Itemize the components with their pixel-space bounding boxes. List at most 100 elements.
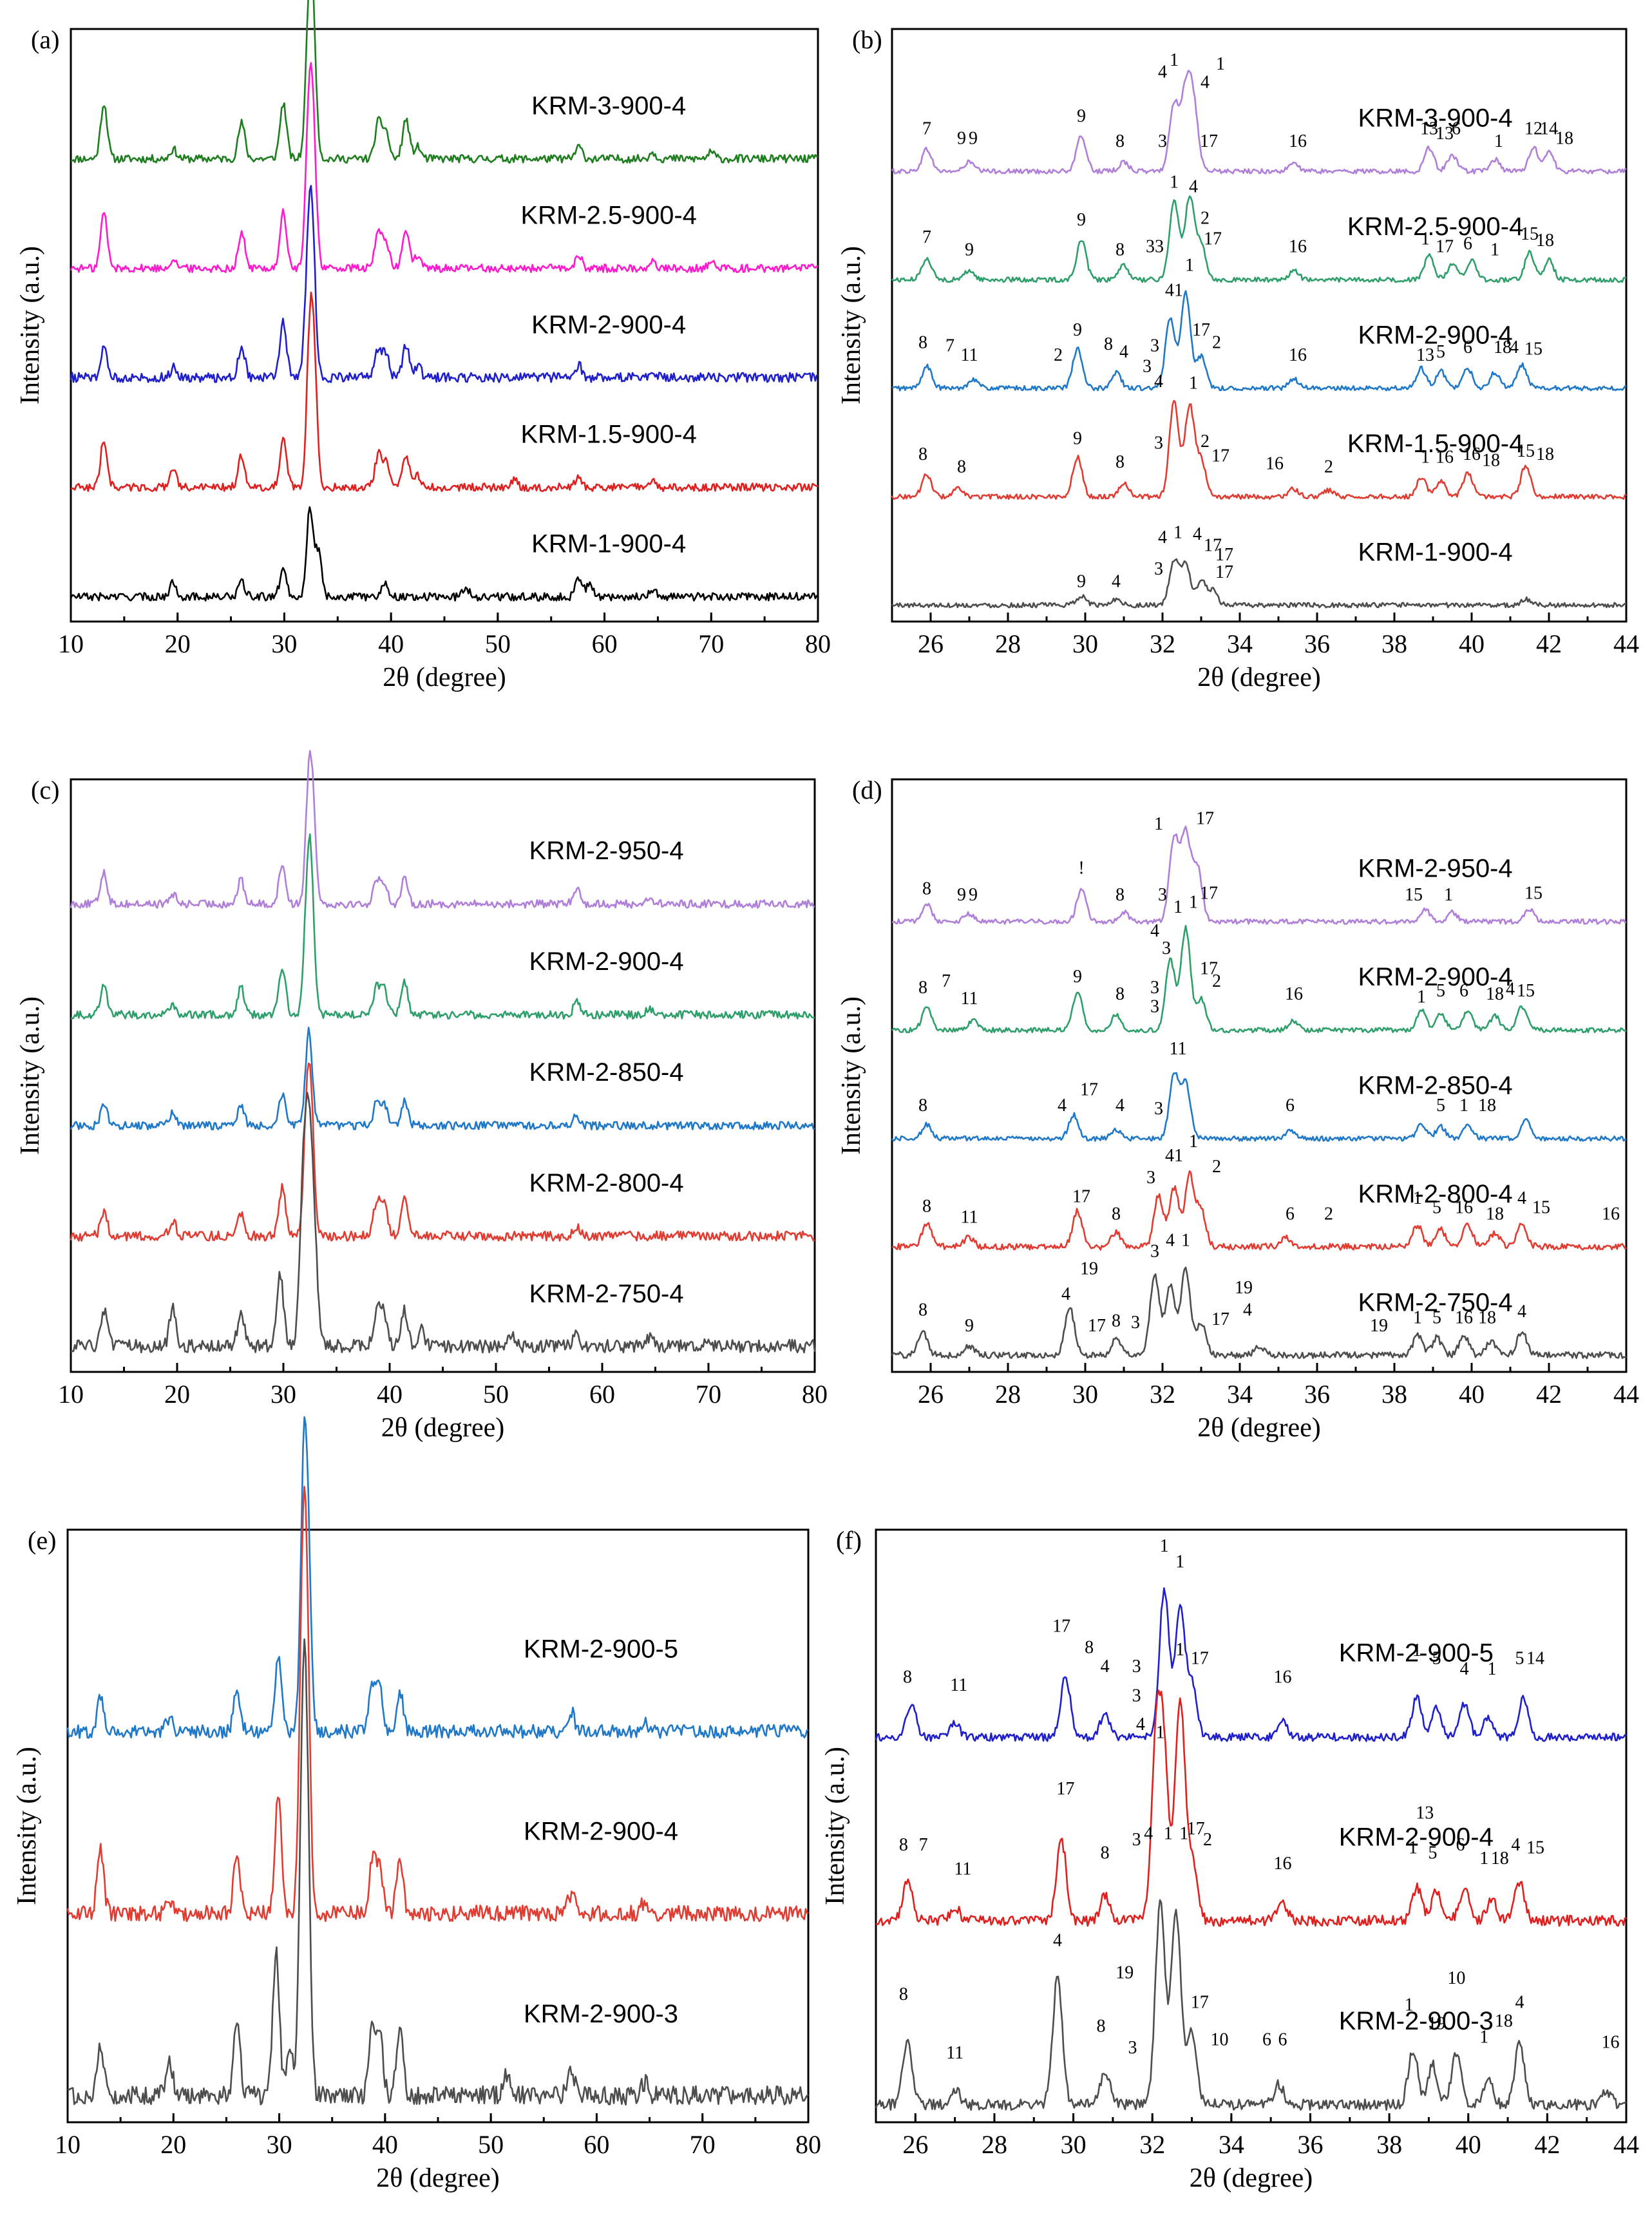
peak-index-label: 17 (1196, 808, 1214, 828)
series-line-KRM-2-900-4 (66, 1485, 809, 1923)
peak-index-label: 16 (1455, 1308, 1473, 1328)
peak-index-label: 15 (1526, 1838, 1544, 1858)
peak-index-label: 19 (1428, 2014, 1446, 2034)
series-line-KRM-2-800-4 (70, 1062, 815, 1242)
peak-index-label: 1 (1154, 814, 1163, 834)
peak-index-label: 3 (1132, 1830, 1141, 1850)
y-axis-label: Intensity (a.u.) (15, 996, 45, 1155)
peak-index-label: ! (1078, 858, 1084, 878)
x-tick-label: 36 (1297, 2130, 1323, 2159)
x-tick-label: 80 (795, 2130, 821, 2159)
series-label: KRM-2-950-4 (1358, 855, 1513, 883)
series-line-KRM-2-900-5 (66, 1416, 808, 1739)
x-tick-label: 30 (267, 2130, 292, 2159)
x-tick-label: 42 (1536, 629, 1562, 658)
series-label: KRM-3-900-4 (1358, 104, 1513, 133)
peak-index-label: 4 (1166, 1231, 1175, 1251)
peak-index-label: 41 (1165, 1146, 1183, 1166)
peak-index-label: 8 (1116, 452, 1125, 472)
series-line-KRM-2-900-3 (875, 1899, 1627, 2111)
x-axis-label: 2θ (degree) (1197, 663, 1321, 692)
peak-index-label: 1 (1189, 374, 1198, 394)
peak-index-label: 8 (899, 1835, 908, 1855)
peak-index-label: 1 (1173, 897, 1182, 917)
series-label: KRM-1.5-900-4 (1347, 430, 1523, 458)
peak-index-label: 19 (1116, 1963, 1134, 1983)
peak-index-label: 4 (1119, 342, 1128, 362)
peak-index-label: 1 (1405, 1995, 1414, 2015)
peak-index-label: 3 (1154, 1099, 1163, 1119)
series-line-KRM-2-750-4 (891, 1266, 1627, 1360)
peak-index-label: 16 (1463, 444, 1481, 464)
peak-index-label: 4 (1116, 1096, 1125, 1116)
series-label: KRM-2-900-3 (1339, 2007, 1494, 2035)
peak-index-label: 1 (1216, 54, 1225, 74)
peak-index-label: 6 (1463, 337, 1472, 357)
x-tick-label: 44 (1613, 2130, 1639, 2159)
x-tick-label: 60 (589, 1380, 615, 1409)
peak-index-label: 5 (1436, 981, 1445, 1001)
series-line-KRM-2-950-4 (891, 825, 1626, 925)
peak-index-label: 8 (903, 1667, 912, 1687)
peak-index-label: 11 (946, 2043, 964, 2063)
peak-index-label: 18 (1478, 1308, 1496, 1328)
x-tick-label: 28 (982, 2130, 1007, 2159)
peak-index-label: 8 (1097, 2017, 1106, 2037)
series-line-KRM-2-900-5 (875, 1587, 1627, 1742)
peak-index-label: 2 (1201, 209, 1210, 229)
peak-index-label: 1 (1479, 2027, 1488, 2047)
peak-index-label: 3 (1158, 131, 1167, 151)
plot-frame (70, 778, 816, 1373)
peak-index-label: 6 (1463, 234, 1472, 254)
peak-index-label: 8 (1116, 240, 1125, 260)
peak-index-label: 16 (1289, 131, 1307, 151)
peak-index-label: 16 (1274, 1667, 1292, 1687)
peak-index-label: 17 (1088, 1316, 1106, 1336)
peak-index-label: 15 (1517, 981, 1535, 1001)
peak-index-label: 7 (922, 119, 931, 139)
peak-index-label: 13 (1416, 345, 1434, 365)
x-tick-label: 40 (372, 2130, 398, 2159)
series-line-KRM-2-900-4 (70, 833, 815, 1020)
peak-index-label: 5 (1432, 1308, 1441, 1328)
x-tick-label: 60 (584, 2130, 609, 2159)
peak-index-label: 15 (1524, 339, 1543, 359)
peak-index-label: 9 (1073, 320, 1082, 340)
x-tick-label: 10 (58, 1380, 84, 1409)
series-line-KRM-3-900-4 (891, 70, 1627, 175)
peak-index-label: 11 (961, 989, 978, 1009)
peak-index-label: 1 (1412, 1640, 1421, 1660)
y-axis-label: Intensity (a.u.) (837, 246, 866, 404)
x-tick-label: 60 (592, 629, 618, 658)
peak-index-label: 9 (1073, 967, 1082, 987)
peak-index-label: 1 (1181, 1231, 1190, 1251)
x-tick-label: 34 (1219, 2130, 1244, 2159)
series-label: KRM-2-800-4 (1358, 1180, 1513, 1208)
peak-index-label: 18 (1536, 231, 1554, 251)
peak-index-label: 4 (1053, 1931, 1062, 1951)
peak-index-label: 7 (919, 1835, 928, 1855)
peak-index-label: 1 (1494, 131, 1503, 151)
peak-index-label: 4 (1136, 1715, 1145, 1735)
peak-index-label: 11 (961, 1207, 978, 1227)
series-line-KRM-2-950-4 (70, 750, 815, 909)
peak-index-label: 5 (1429, 1843, 1438, 1863)
peak-index-label: 2 (1324, 1204, 1333, 1224)
x-tick-label: 80 (802, 1380, 828, 1409)
x-tick-label: 40 (378, 629, 404, 658)
peak-index-label: 16 (1289, 237, 1307, 257)
peak-index-label: 8 (1116, 885, 1125, 905)
peak-index-label: 16 (1602, 1204, 1620, 1224)
peak-index-label: 1 (1413, 1188, 1422, 1208)
peak-index-label: 8 (918, 1300, 927, 1320)
peak-index-label: 8 (957, 457, 966, 477)
peak-index-label: 5 (1436, 342, 1445, 362)
series-line-KRM-2-900-3 (67, 1638, 809, 2106)
peak-index-label: 17 (1200, 959, 1218, 979)
peak-index-label: 9 (1077, 210, 1086, 230)
x-tick-label: 42 (1534, 2130, 1560, 2159)
x-tick-label: 26 (918, 629, 944, 658)
x-tick-label: 80 (805, 629, 831, 658)
series-label: KRM-3-900-4 (531, 92, 686, 120)
